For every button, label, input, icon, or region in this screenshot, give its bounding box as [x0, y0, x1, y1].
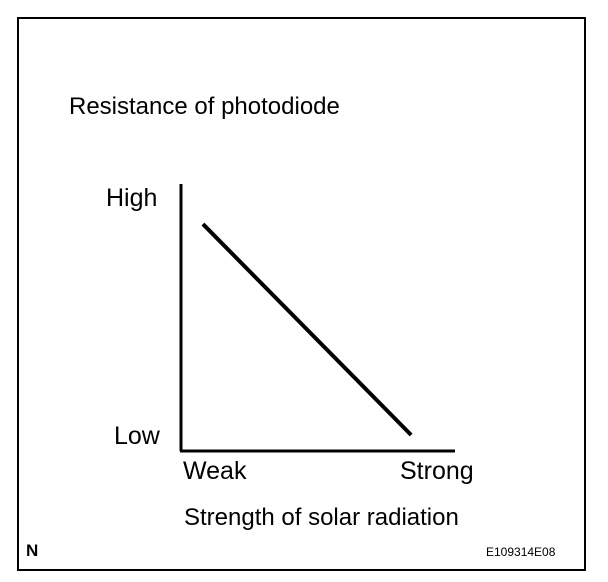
x-axis-title: Strength of solar radiation — [184, 504, 459, 531]
figure-frame — [17, 17, 586, 571]
y-axis-title: Resistance of photodiode — [69, 93, 340, 120]
series-line — [201, 222, 413, 437]
figure-code: E109314E08 — [486, 545, 556, 559]
corner-mark: N — [26, 541, 39, 560]
y-tick-high: High — [106, 184, 158, 212]
x-tick-weak: Weak — [183, 457, 247, 485]
y-tick-low: Low — [114, 422, 160, 450]
x-tick-strong: Strong — [400, 457, 474, 485]
